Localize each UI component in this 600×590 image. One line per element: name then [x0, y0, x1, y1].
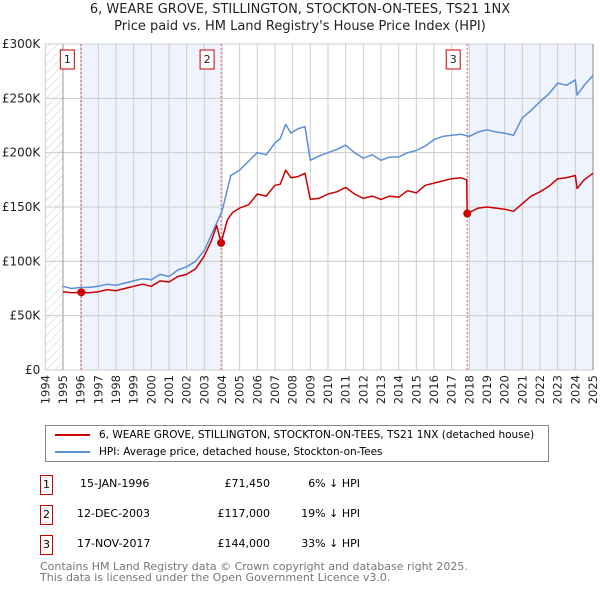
x-tick-label: 2000	[144, 375, 158, 404]
sale-date: 17-NOV-2017	[77, 537, 151, 550]
y-tick-label: £100K	[2, 254, 42, 268]
sale-date: 12-DEC-2003	[77, 507, 151, 520]
sale-marker-label: 2	[204, 53, 211, 66]
marker-badge: 1	[40, 475, 53, 495]
footer-copyright: Contains HM Land Registry data © Crown c…	[40, 560, 468, 573]
marker-badge: 2	[40, 505, 53, 525]
sale-date: 15-JAN-1996	[80, 477, 150, 490]
y-tick-label: £50K	[10, 309, 42, 323]
sale-point	[217, 238, 226, 247]
y-tick-label: £250K	[2, 91, 42, 105]
sale-point	[463, 209, 472, 218]
sale-price: £71,450	[224, 477, 271, 490]
x-tick-label: 2020	[498, 375, 512, 404]
sale-point	[77, 288, 86, 297]
x-tick-label: 1995	[56, 375, 70, 404]
sale-price: £117,000	[217, 507, 271, 520]
x-tick-label: 2007	[268, 375, 282, 404]
x-tick-label: 2009	[303, 375, 317, 404]
x-tick-label: 2003	[197, 375, 211, 404]
x-tick-label: 2001	[162, 375, 176, 404]
legend-item-hpi: HPI: Average price, detached house, Stoc…	[46, 444, 383, 460]
x-tick-label: 2005	[233, 375, 247, 404]
x-tick-label: 2025	[586, 375, 600, 404]
chart-title: 6, WEARE GROVE, STILLINGTON, STOCKTON-ON…	[89, 2, 511, 17]
x-tick-label: 2011	[339, 375, 353, 404]
x-tick-label: 2012	[356, 375, 370, 404]
y-tick-label: £0	[25, 363, 40, 377]
sale-marker-box	[199, 49, 215, 70]
x-tick-label: 1999	[127, 375, 141, 404]
x-tick-label: 2010	[321, 375, 335, 404]
footer-license: This data is licensed under the Open Gov…	[40, 571, 391, 584]
marker-badge: 3	[40, 535, 53, 555]
sale-marker-label: 3	[450, 53, 457, 66]
price-paid-line	[62, 169, 594, 294]
sale-price: £144,000	[217, 537, 271, 550]
chart-subtitle: Price paid vs. HM Land Registry's House …	[114, 19, 486, 34]
x-tick-label: 1997	[91, 375, 105, 404]
legend-label-hpi: HPI: Average price, detached house, Stoc…	[99, 446, 383, 458]
y-tick-label: £150K	[2, 200, 42, 214]
y-tick-label: £200K	[2, 146, 42, 160]
x-tick-label: 2021	[515, 375, 529, 404]
x-tick-label: 2014	[392, 375, 406, 404]
legend: 6, WEARE GROVE, STILLINGTON, STOCKTON-ON…	[45, 425, 549, 462]
transaction-row: 1 15-JAN-1996 £71,450 6% ↓ HPI	[40, 475, 440, 495]
x-tick-label: 2002	[180, 375, 194, 404]
x-tick-label: 1996	[74, 375, 88, 404]
hpi-delta: 19% ↓ HPI	[301, 507, 360, 520]
transaction-row: 2 12-DEC-2003 £117,000 19% ↓ HPI	[40, 505, 440, 525]
x-tick-label: 2004	[215, 375, 229, 404]
x-tick-label: 1994	[38, 375, 52, 404]
x-tick-label: 2015	[409, 375, 423, 404]
chart: 1994 1995 1996 1997 1998 1999 2000 2001 2002 2003…	[2, 37, 600, 404]
x-tick-label: 2023	[551, 375, 565, 404]
x-tick-label: 2019	[480, 375, 494, 404]
y-tick-label: £300K	[2, 37, 42, 51]
legend-label-property: 6, WEARE GROVE, STILLINGTON, STOCKTON-ON…	[99, 429, 535, 441]
sale-marker-box	[445, 49, 461, 70]
transaction-row: 3 17-NOV-2017 £144,000 33% ↓ HPI	[40, 535, 440, 555]
hpi-delta: 33% ↓ HPI	[301, 537, 360, 550]
x-tick-label: 2017	[445, 375, 459, 404]
hpi-delta: 6% ↓ HPI	[308, 477, 360, 490]
sale-marker-label: 1	[64, 53, 71, 66]
sale-marker-box	[59, 49, 75, 70]
hpi-line	[62, 74, 594, 290]
x-tick-label: 1998	[109, 375, 123, 404]
x-tick-label: 2008	[286, 375, 300, 404]
legend-swatch-blue	[55, 451, 90, 453]
legend-swatch-red	[55, 434, 90, 436]
x-tick-label: 2016	[427, 375, 441, 404]
legend-item-property: 6, WEARE GROVE, STILLINGTON, STOCKTON-ON…	[46, 427, 534, 443]
x-tick-label: 2018	[462, 375, 476, 404]
x-tick-label: 2006	[250, 375, 264, 404]
x-tick-label: 2013	[374, 375, 388, 404]
x-tick-label: 2022	[533, 375, 547, 404]
x-tick-label: 2024	[568, 375, 582, 404]
